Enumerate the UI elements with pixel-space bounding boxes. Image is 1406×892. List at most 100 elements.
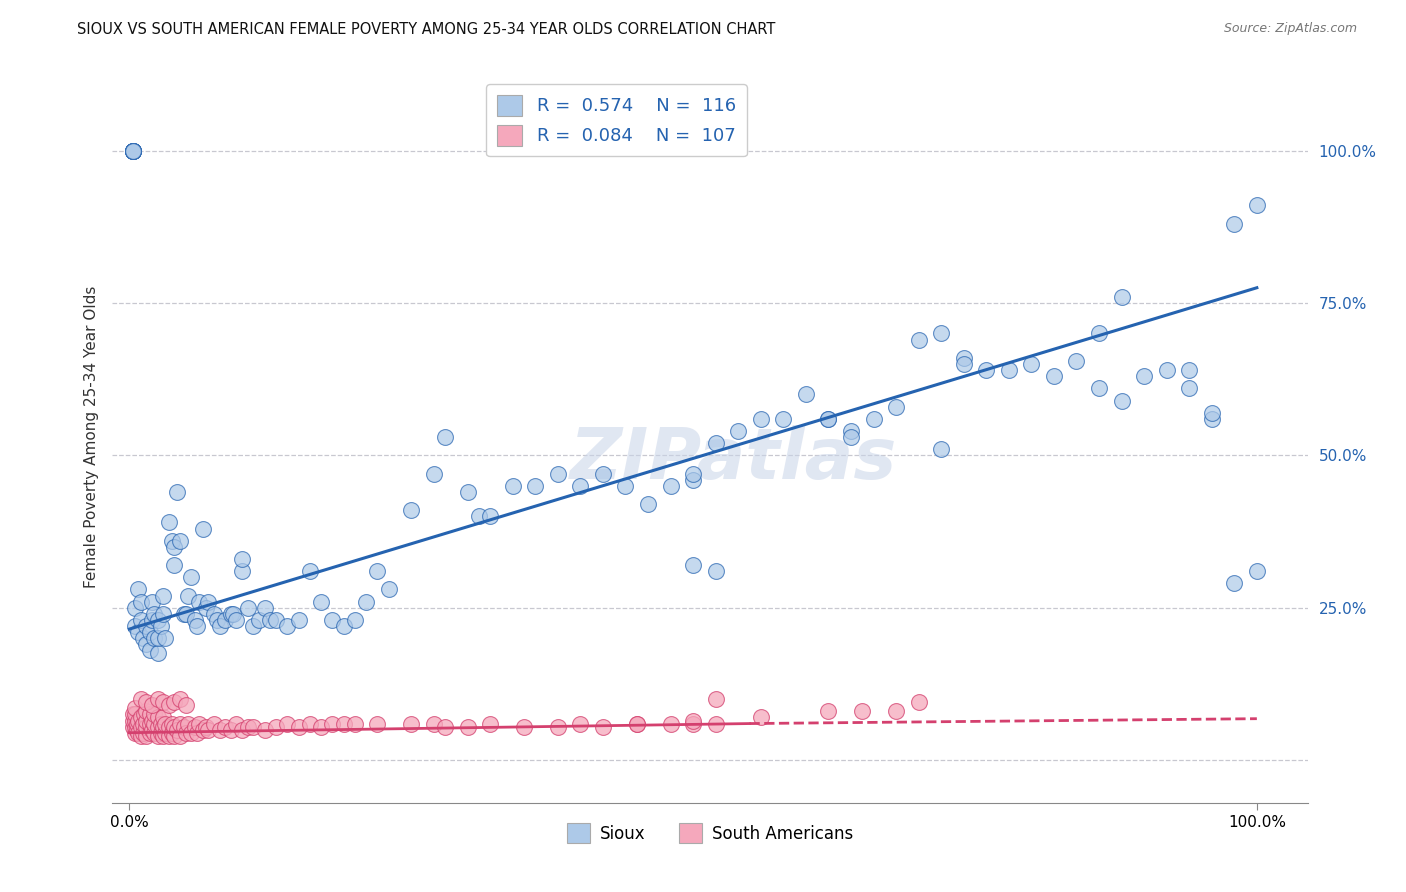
Point	[146, 613, 169, 627]
Point	[772, 411, 794, 425]
Point	[343, 716, 366, 731]
Point	[143, 632, 166, 646]
Point	[138, 716, 160, 731]
Point	[222, 607, 245, 621]
Point	[884, 705, 907, 719]
Point	[163, 540, 186, 554]
Point	[343, 613, 366, 627]
Point	[434, 430, 457, 444]
Point	[1178, 363, 1201, 377]
Point	[124, 600, 146, 615]
Point	[138, 707, 160, 722]
Point	[121, 144, 143, 158]
Point	[135, 729, 157, 743]
Point	[135, 714, 157, 728]
Point	[457, 485, 479, 500]
Point	[231, 552, 253, 566]
Point	[682, 714, 704, 728]
Point	[135, 637, 157, 651]
Point	[974, 363, 997, 377]
Point	[1223, 576, 1246, 591]
Point	[907, 695, 929, 709]
Point	[219, 723, 242, 737]
Point	[839, 430, 862, 444]
Point	[208, 619, 231, 633]
Point	[1111, 393, 1133, 408]
Point	[502, 479, 524, 493]
Point	[146, 647, 169, 661]
Point	[146, 720, 169, 734]
Point	[214, 613, 236, 627]
Point	[121, 144, 143, 158]
Point	[287, 720, 309, 734]
Point	[259, 613, 281, 627]
Point	[236, 600, 259, 615]
Point	[929, 326, 952, 341]
Point	[129, 720, 152, 734]
Point	[401, 716, 423, 731]
Point	[202, 607, 225, 621]
Point	[163, 695, 186, 709]
Point	[127, 716, 149, 731]
Point	[152, 720, 174, 734]
Point	[191, 723, 214, 737]
Point	[242, 619, 264, 633]
Point	[195, 600, 218, 615]
Point	[149, 725, 172, 739]
Point	[141, 714, 163, 728]
Point	[155, 716, 177, 731]
Text: Source: ZipAtlas.com: Source: ZipAtlas.com	[1223, 22, 1357, 36]
Point	[1201, 406, 1223, 420]
Point	[219, 607, 242, 621]
Point	[1178, 381, 1201, 395]
Point	[794, 387, 817, 401]
Point	[682, 473, 704, 487]
Point	[157, 516, 180, 530]
Point	[401, 503, 423, 517]
Point	[231, 723, 253, 737]
Point	[264, 720, 287, 734]
Point	[208, 723, 231, 737]
Point	[592, 720, 614, 734]
Point	[1088, 326, 1111, 341]
Point	[592, 467, 614, 481]
Point	[727, 424, 749, 438]
Point	[135, 695, 157, 709]
Point	[143, 607, 166, 621]
Point	[188, 594, 211, 608]
Point	[524, 479, 547, 493]
Point	[146, 710, 169, 724]
Point	[129, 594, 152, 608]
Point	[479, 716, 502, 731]
Point	[129, 613, 152, 627]
Point	[1043, 369, 1066, 384]
Point	[659, 716, 682, 731]
Point	[166, 485, 188, 500]
Point	[127, 582, 149, 597]
Point	[174, 725, 197, 739]
Point	[1133, 369, 1156, 384]
Point	[626, 716, 648, 731]
Point	[121, 144, 143, 158]
Y-axis label: Female Poverty Among 25-34 Year Olds: Female Poverty Among 25-34 Year Olds	[83, 286, 98, 588]
Point	[626, 716, 648, 731]
Point	[177, 716, 200, 731]
Point	[817, 411, 839, 425]
Point	[862, 411, 884, 425]
Point	[236, 720, 259, 734]
Point	[162, 716, 183, 731]
Point	[124, 707, 146, 722]
Point	[817, 705, 839, 719]
Point	[127, 714, 149, 728]
Point	[614, 479, 637, 493]
Point	[146, 729, 169, 743]
Point	[169, 533, 191, 548]
Point	[929, 442, 952, 457]
Point	[569, 479, 592, 493]
Point	[186, 725, 208, 739]
Point	[309, 594, 332, 608]
Point	[138, 725, 160, 739]
Point	[197, 594, 219, 608]
Point	[173, 607, 195, 621]
Point	[188, 716, 211, 731]
